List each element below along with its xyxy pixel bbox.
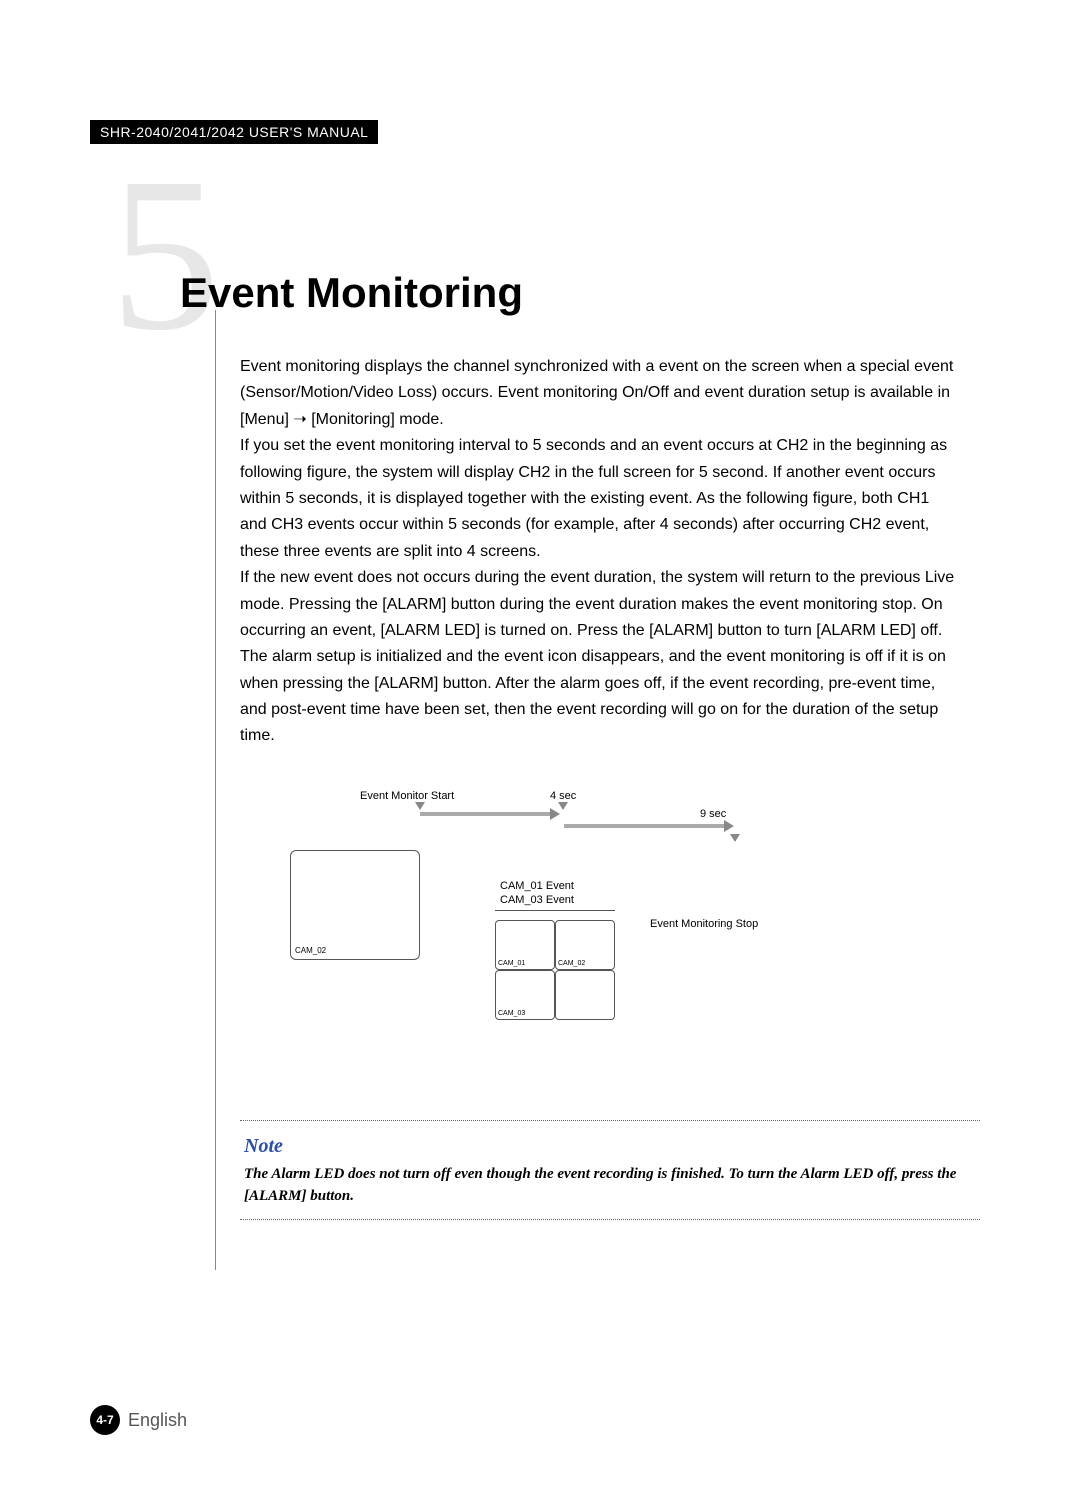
screen-quad: CAM_01 CAM_02 CAM_03 — [495, 920, 615, 1020]
label-9sec: 9 sec — [700, 808, 726, 820]
vertical-rule — [215, 310, 216, 1270]
quad-cell-3: CAM_03 — [495, 970, 555, 1020]
paragraph-1: Event monitoring displays the channel sy… — [240, 354, 960, 433]
paragraph-4: The alarm setup is initialized and the e… — [240, 644, 960, 750]
arrow-1 — [420, 808, 560, 820]
quad-cell-4 — [555, 970, 615, 1020]
event-underline — [495, 910, 615, 911]
label-cam03-event: CAM_03 Event — [500, 894, 574, 906]
quad-cell-1: CAM_01 — [495, 920, 555, 970]
label-event-start: Event Monitor Start — [360, 790, 454, 802]
quad-cell-2: CAM_02 — [555, 920, 615, 970]
screen-single: CAM_02 — [290, 850, 420, 960]
chapter-number: 5 — [110, 144, 220, 364]
quad-label-2: CAM_02 — [558, 960, 585, 967]
quad-label-1: CAM_01 — [498, 960, 525, 967]
note-title: Note — [244, 1135, 976, 1158]
note-body: The Alarm LED does not turn off even tho… — [244, 1164, 976, 1208]
paragraph-2: If you set the event monitoring interval… — [240, 433, 960, 565]
label-cam02: CAM_02 — [295, 946, 326, 955]
chapter-heading: 5 Event Monitoring — [90, 174, 990, 354]
body-text: Event monitoring displays the channel sy… — [240, 354, 960, 750]
label-4sec: 4 sec — [550, 790, 576, 802]
timing-diagram: Event Monitor Start 4 sec 9 sec CAM_02 C… — [240, 790, 860, 1050]
tick-9sec — [730, 834, 740, 842]
label-stop: Event Monitoring Stop — [650, 918, 758, 930]
page-footer: 4-7 English — [90, 1405, 187, 1435]
page-number-badge: 4-7 — [90, 1405, 120, 1435]
footer-language: English — [128, 1410, 187, 1431]
note-block: Note The Alarm LED does not turn off eve… — [240, 1120, 980, 1221]
quad-label-3: CAM_03 — [498, 1010, 525, 1017]
arrow-2 — [564, 820, 734, 832]
tick-4sec — [558, 802, 568, 810]
paragraph-3: If the new event does not occurs during … — [240, 565, 960, 644]
label-cam01-event: CAM_01 Event — [500, 880, 574, 892]
chapter-title: Event Monitoring — [180, 269, 523, 317]
